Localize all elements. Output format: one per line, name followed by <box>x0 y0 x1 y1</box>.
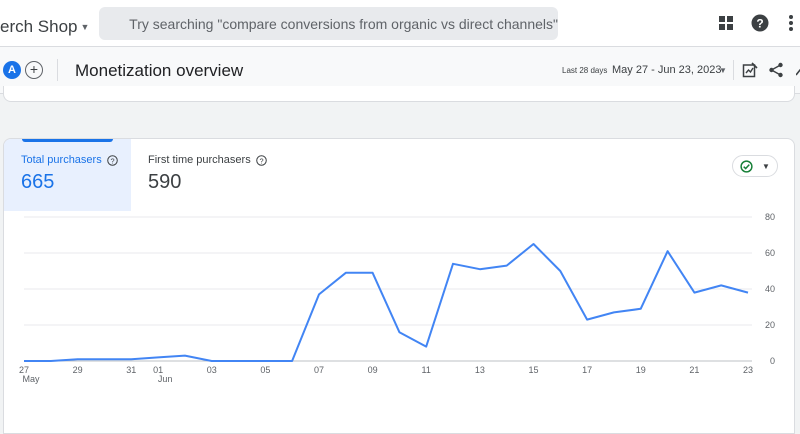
x-tick-label: 15 <box>528 365 538 375</box>
search-bar[interactable]: Try searching "compare conversions from … <box>99 7 558 40</box>
check-circle-icon <box>740 159 753 173</box>
help-outline-icon[interactable]: ? <box>255 154 267 166</box>
x-tick-label: 21 <box>689 365 699 375</box>
y-tick-label: 0 <box>770 356 775 366</box>
more-vert-icon[interactable] <box>781 13 800 33</box>
x-tick-label: 09 <box>368 365 378 375</box>
data-quality-status-button[interactable]: ▼ <box>732 155 778 177</box>
purchasers-card: Total purchasers ? 665 First time purcha… <box>3 138 795 434</box>
metric-label-total-purchasers[interactable]: Total purchasers ? <box>21 154 118 166</box>
x-tick-label: 03 <box>207 365 217 375</box>
x-tick-label: 01 <box>153 365 163 375</box>
tab-indicator <box>22 139 113 142</box>
metric-tab-first-time-purchasers[interactable]: First time purchasers ? <box>148 154 267 166</box>
y-tick-label: 80 <box>765 212 775 222</box>
apps-grid-icon[interactable] <box>716 13 736 33</box>
x-tick-label: 17 <box>582 365 592 375</box>
customize-report-icon[interactable] <box>741 61 759 79</box>
x-tick-sublabel: May <box>22 374 40 384</box>
date-range-label[interactable]: Last 28 days <box>562 66 608 75</box>
top-app-bar: erch Shop ▼ Try searching "compare conve… <box>0 0 800 47</box>
x-tick-label: 19 <box>636 365 646 375</box>
caret-down-icon: ▼ <box>80 22 90 32</box>
property-name: erch Shop <box>0 17 78 36</box>
svg-text:?: ? <box>756 17 763 31</box>
x-tick-label: 27 <box>19 365 29 375</box>
comparison-chip-avatar[interactable]: A <box>3 61 21 79</box>
divider <box>57 59 58 81</box>
y-tick-label: 60 <box>765 248 775 258</box>
caret-down-icon: ▼ <box>762 161 770 171</box>
date-range-value[interactable]: May 27 - Jun 23, 2023 <box>612 64 722 76</box>
caret-down-icon[interactable]: ▼ <box>719 66 727 75</box>
x-tick-label: 31 <box>126 365 136 375</box>
svg-text:?: ? <box>110 156 114 165</box>
x-tick-label: 29 <box>73 365 83 375</box>
property-selector[interactable]: erch Shop ▼ <box>0 17 89 37</box>
previous-card <box>3 86 795 102</box>
search-placeholder: Try searching "compare conversions from … <box>129 15 558 32</box>
metric-tab-total-purchasers[interactable] <box>4 139 131 211</box>
svg-text:?: ? <box>259 156 263 165</box>
metric-value-first-time-purchasers: 590 <box>148 171 182 193</box>
x-tick-label: 05 <box>260 365 270 375</box>
metric-label-text: Total purchasers <box>21 154 102 166</box>
add-comparison-button[interactable]: + <box>25 61 43 79</box>
help-outline-icon[interactable]: ? <box>106 154 118 166</box>
x-tick-label: 13 <box>475 365 485 375</box>
share-icon[interactable] <box>767 61 785 79</box>
help-icon[interactable]: ? <box>750 13 770 33</box>
x-tick-label: 23 <box>743 365 753 375</box>
series-line <box>24 243 749 362</box>
divider <box>733 60 734 80</box>
x-tick-label: 11 <box>422 365 431 375</box>
x-tick-sublabel: Jun <box>158 374 173 384</box>
page-title: Monetization overview <box>75 61 244 80</box>
metric-value-total-purchasers: 665 <box>21 171 55 193</box>
metric-label-text: First time purchasers <box>148 154 251 166</box>
y-tick-label: 20 <box>765 320 775 330</box>
y-tick-label: 40 <box>765 284 775 294</box>
x-tick-label: 07 <box>314 365 324 375</box>
